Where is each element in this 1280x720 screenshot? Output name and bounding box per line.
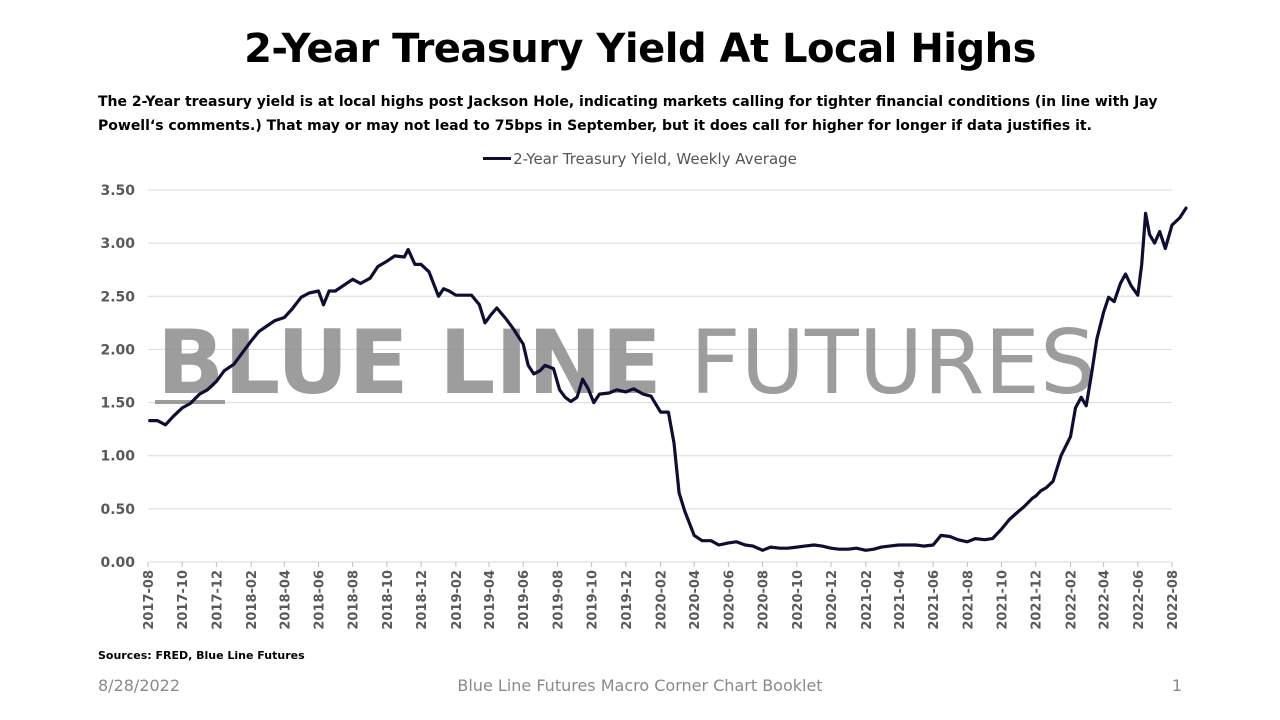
x-tick-label: 2017-08	[142, 570, 157, 630]
y-axis: 0.00 0.50 1.00 1.50 2.00 2.50 3.00 3.50	[100, 183, 135, 571]
series-line-2yr-yield	[148, 206, 1188, 552]
y-tick-label: 3.00	[100, 236, 135, 252]
y-tick-label: 0.50	[100, 502, 135, 518]
x-tick-label: 2020-10	[791, 570, 806, 630]
x-tick-label: 2021-10	[996, 570, 1011, 630]
y-tick-label: 3.50	[100, 183, 135, 199]
x-tick-label: 2018-12	[415, 570, 430, 630]
watermark-bold-text: BLUE LINE	[157, 311, 662, 414]
watermark-light-text: FUTURES	[690, 311, 1096, 414]
x-tick-label: 2017-10	[176, 570, 191, 630]
x-axis: 2017-08 2017-10 2017-12 2018-02 2018-04 2018-…	[142, 562, 1181, 630]
x-tick-label: 2022-04	[1098, 570, 1113, 630]
x-tick-label: 2021-12	[1030, 570, 1045, 630]
x-tick-label: 2021-04	[893, 570, 908, 630]
x-tick-label: 2020-04	[688, 570, 703, 630]
x-tick-label: 2019-12	[620, 570, 635, 630]
y-tick-label: 2.50	[100, 289, 135, 305]
x-tick-label: 2020-06	[722, 570, 737, 630]
y-tick-label: 0.00	[100, 555, 135, 571]
x-tick-label: 2018-02	[245, 570, 260, 630]
x-tick-label: 2019-02	[450, 570, 465, 630]
x-tick-label: 2020-08	[757, 570, 772, 630]
watermark: BLUE LINE FUTURES	[155, 311, 1096, 414]
page-subtitle: The 2-Year treasury yield is at local hi…	[98, 94, 1158, 134]
x-tick-label: 2022-02	[1064, 570, 1079, 630]
x-tick-label: 2017-12	[210, 570, 225, 630]
footer-page-number: 1	[1171, 676, 1182, 695]
y-tick-label: 1.50	[100, 396, 135, 412]
x-tick-label: 2021-08	[961, 570, 976, 630]
series-layer	[148, 206, 1188, 552]
footer-booklet-title: Blue Line Futures Macro Corner Chart Boo…	[457, 676, 823, 695]
x-tick-label: 2021-06	[927, 570, 942, 630]
legend-series-label: 2-Year Treasury Yield, Weekly Average	[513, 150, 797, 168]
y-tick-label: 2.00	[100, 342, 135, 358]
x-tick-label: 2019-04	[483, 570, 498, 630]
page-title: 2-Year Treasury Yield At Local Highs	[244, 26, 1036, 72]
x-tick-label: 2022-06	[1132, 570, 1147, 630]
x-tick-label: 2020-02	[655, 570, 670, 630]
x-tick-label: 2019-08	[551, 570, 566, 630]
x-tick-label: 2018-08	[347, 570, 362, 630]
footer-date: 8/28/2022	[98, 676, 181, 695]
legend-line-swatch	[483, 157, 512, 160]
x-tick-label: 2018-06	[312, 570, 327, 630]
x-tick-label: 2020-12	[825, 570, 840, 630]
x-tick-label: 2018-04	[278, 570, 293, 630]
x-tick-label: 2018-10	[381, 570, 396, 630]
x-tick-label: 2019-06	[517, 570, 532, 630]
sources-note: Sources: FRED, Blue Line Futures	[98, 649, 305, 662]
chart-legend: 2-Year Treasury Yield, Weekly Average	[0, 150, 1280, 168]
x-tick-label: 2022-08	[1166, 570, 1181, 630]
x-tick-label: 2021-02	[860, 570, 875, 630]
y-tick-label: 1.00	[100, 449, 135, 465]
x-tick-label: 2019-10	[586, 570, 601, 630]
